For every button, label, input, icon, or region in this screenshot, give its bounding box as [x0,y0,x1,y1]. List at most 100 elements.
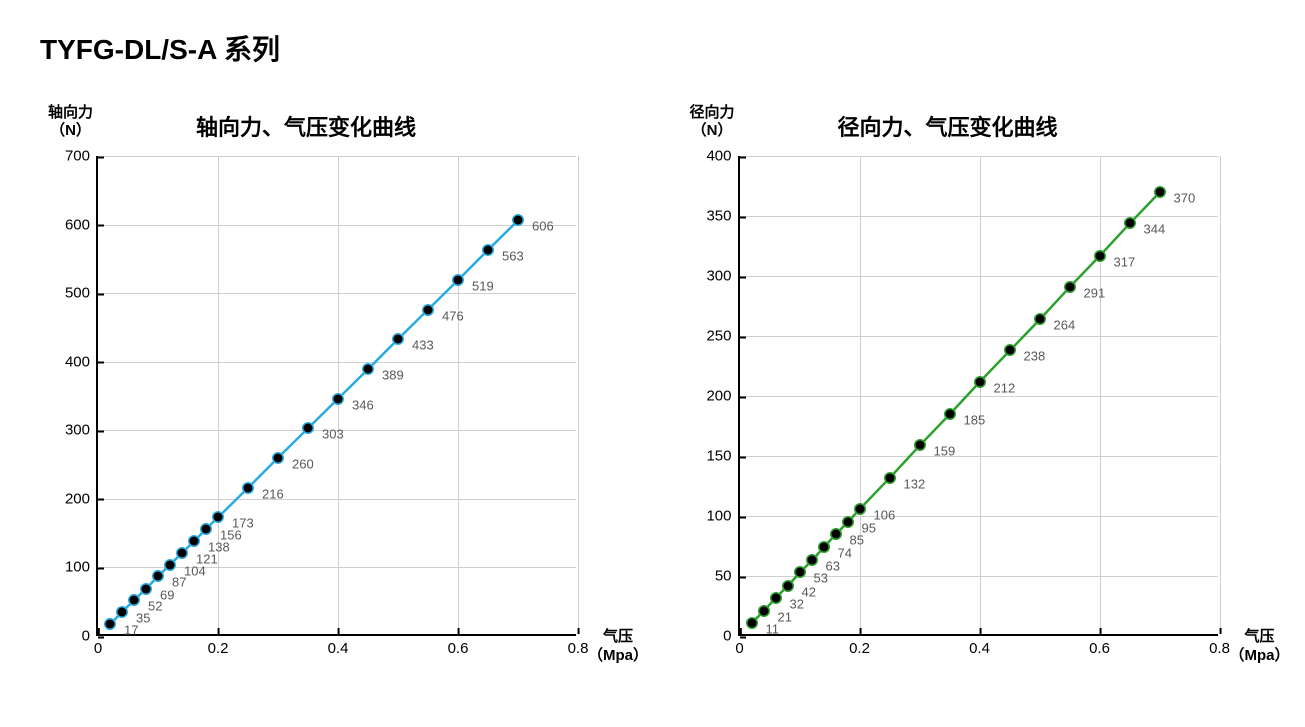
ytick-label: 700 [65,148,98,165]
xtick-label: 0.6 [1089,634,1110,657]
xtick-label: 0.6 [448,634,469,657]
ytick-label: 400 [706,148,739,165]
data-label: 63 [826,559,840,574]
xtick-label: 0.4 [969,634,990,657]
data-label: 74 [838,546,852,561]
data-marker [975,377,984,386]
y-axis-title-line2: （N） [50,122,91,139]
data-marker [178,549,187,558]
data-marker [514,216,523,225]
data-marker [915,441,924,450]
data-marker [759,606,768,615]
data-marker [795,568,804,577]
y-axis-title-line1: 轴向力 [48,104,93,121]
data-label: 344 [1144,222,1166,237]
data-label: 433 [412,338,434,353]
data-label: 42 [802,584,816,599]
data-marker [244,483,253,492]
x-axis-title: 气压（Mpa） [588,628,648,666]
data-marker [843,518,852,527]
data-marker [166,560,175,569]
data-marker [1155,188,1164,197]
y-axis-title: 径向力（N） [690,104,735,140]
data-label: 173 [232,516,254,531]
ytick-label: 500 [65,285,98,302]
data-marker [190,537,199,546]
data-marker [394,335,403,344]
y-axis-title-line2: （N） [692,122,733,139]
data-marker [747,618,756,627]
data-marker [106,620,115,629]
x-axis-title-line2: （Mpa） [1230,647,1290,664]
data-marker [142,584,151,593]
data-label: 370 [1174,191,1196,206]
data-marker [1035,315,1044,324]
data-label: 95 [862,521,876,536]
xtick-label: 0 [94,634,102,657]
xtick-label: 0.8 [1209,634,1230,657]
xtick-label: 0.4 [328,634,349,657]
data-label: 346 [352,397,374,412]
data-label: 106 [874,507,896,522]
data-label: 291 [1084,285,1106,300]
data-marker [214,513,223,522]
data-label: 303 [322,427,344,442]
data-label: 389 [382,368,404,383]
y-axis-title-line1: 径向力 [690,104,735,121]
ytick-label: 400 [65,353,98,370]
data-marker [364,365,373,374]
gridline-v [578,156,579,634]
data-marker [771,593,780,602]
radial-force-chart: 径向力（N）径向力、气压变化曲线050100150200250300350400… [682,118,1266,696]
data-label: 264 [1054,318,1076,333]
chart-title: 轴向力、气压变化曲线 [196,110,416,142]
axial-force-chart: 轴向力（N）轴向力、气压变化曲线010020030040050060070000… [40,118,624,696]
ytick-label: 200 [706,388,739,405]
data-marker [1095,251,1104,260]
data-label: 563 [502,248,524,263]
data-label: 519 [472,279,494,294]
data-label: 216 [262,486,284,501]
ytick-label: 100 [706,508,739,525]
data-marker [304,424,313,433]
data-marker [484,245,493,254]
data-marker [819,543,828,552]
plot-area: 010020030040050060070000.20.40.60.817355… [96,156,576,636]
data-label: 212 [994,380,1016,395]
xtick-label: 0 [735,634,743,657]
data-marker [334,394,343,403]
ytick-label: 300 [706,268,739,285]
ytick-label: 250 [706,328,739,345]
ytick-label: 150 [706,448,739,465]
data-marker [807,556,816,565]
data-marker [831,530,840,539]
data-label: 260 [292,456,314,471]
data-marker [454,276,463,285]
x-axis-title: 气压（Mpa） [1230,628,1290,666]
data-marker [1125,219,1134,228]
data-label: 132 [904,476,926,491]
data-marker [202,525,211,534]
ytick-label: 600 [65,216,98,233]
xtick-label: 0.2 [849,634,870,657]
data-marker [783,581,792,590]
page-title: TYFG-DL/S-A 系列 [40,28,1265,68]
data-marker [1065,282,1074,291]
ytick-label: 300 [65,422,98,439]
data-marker [424,305,433,314]
xtick-label: 0.2 [208,634,229,657]
data-label: 185 [964,413,986,428]
ytick-label: 50 [715,568,740,585]
ytick-label: 100 [65,559,98,576]
data-marker [274,453,283,462]
data-label: 159 [934,444,956,459]
data-marker [945,410,954,419]
charts-row: 轴向力（N）轴向力、气压变化曲线010020030040050060070000… [40,118,1265,696]
gridline-v [1220,156,1221,634]
data-label: 317 [1114,254,1136,269]
y-axis-title: 轴向力（N） [48,104,93,140]
data-marker [855,504,864,513]
x-axis-title-line2: （Mpa） [588,647,648,664]
data-label: 238 [1024,349,1046,364]
data-label: 476 [442,308,464,323]
